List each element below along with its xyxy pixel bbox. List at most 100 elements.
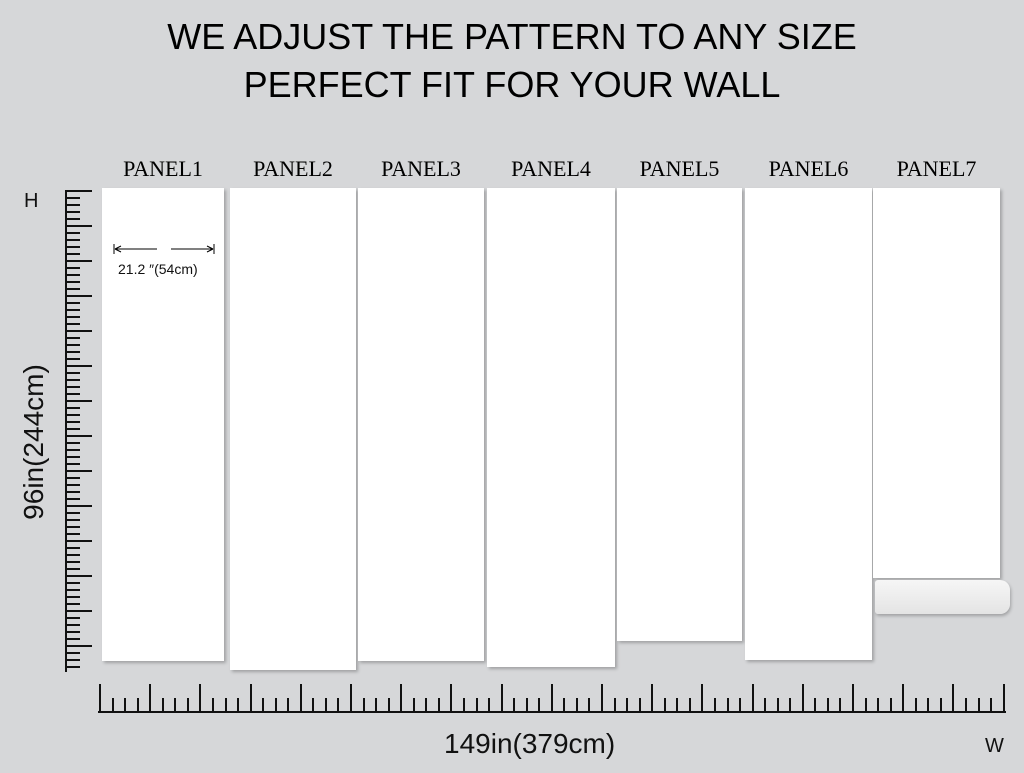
ruler-tick (66, 421, 80, 423)
ruler-tick (701, 684, 704, 712)
ruler-tick (902, 684, 905, 712)
ruler-tick (66, 225, 92, 227)
ruler-tick (462, 698, 465, 712)
ruler-tick (124, 698, 127, 712)
ruler-tick (66, 246, 80, 248)
ruler-tick (66, 267, 80, 269)
ruler-tick (66, 379, 80, 381)
ruler-tick (66, 589, 80, 591)
ruler-tick (914, 698, 917, 712)
ruler-tick (488, 698, 491, 712)
ruler-tick (400, 684, 403, 712)
ruler-tick (66, 393, 80, 395)
ruler-tick (237, 698, 240, 712)
ruler-tick (66, 435, 92, 437)
ruler-tick (161, 698, 164, 712)
ruler-tick (66, 575, 92, 577)
ruler-tick (826, 698, 829, 712)
ruler-tick (437, 698, 440, 712)
ruler-tick (66, 498, 80, 500)
ruler-tick (66, 491, 80, 493)
ruler-tick (66, 463, 80, 465)
ruler-tick (66, 218, 80, 220)
ruler-tick (713, 698, 716, 712)
ruler-tick (66, 547, 80, 549)
ruler-tick (66, 456, 80, 458)
ruler-tick (66, 351, 80, 353)
width-letter: W (985, 735, 1004, 757)
wallpaper-panel (102, 188, 224, 661)
ruler-tick (776, 698, 779, 712)
ruler-tick (550, 684, 553, 712)
ruler-tick (626, 698, 629, 712)
ruler-tick (174, 698, 177, 712)
ruler-tick (739, 698, 742, 712)
ruler-tick (66, 442, 80, 444)
ruler-tick (525, 698, 528, 712)
wallpaper-panel (230, 188, 356, 670)
ruler-tick (66, 239, 80, 241)
ruler-tick (66, 330, 92, 332)
ruler-tick (66, 337, 80, 339)
ruler-tick (751, 684, 754, 712)
panel-label: PANEL4 (511, 156, 591, 181)
panel-width-label: 21.2 ″(54cm) (118, 261, 198, 277)
ruler-tick (66, 449, 80, 451)
ruler-tick (66, 281, 80, 283)
ruler-tick (136, 698, 139, 712)
ruler-tick (601, 684, 603, 712)
ruler-tick (66, 645, 92, 647)
ruler-tick (350, 684, 352, 712)
ruler-tick (66, 603, 80, 605)
ruler-tick (839, 698, 842, 712)
ruler-tick (98, 711, 1006, 713)
ruler-tick (66, 533, 80, 535)
ruler-tick (66, 512, 80, 514)
ruler-tick (638, 698, 641, 712)
ruler-tick (538, 698, 541, 712)
ruler-tick (964, 698, 967, 712)
ruler-tick (66, 582, 80, 584)
ruler-tick (66, 526, 80, 528)
ruler-tick (66, 190, 92, 192)
ruler-tick (211, 698, 214, 712)
ruler-tick (66, 197, 80, 199)
ruler-tick (199, 684, 202, 712)
ruler-tick (588, 698, 591, 712)
ruler-tick (66, 232, 80, 234)
height-label: 96in(244cm) (18, 364, 49, 520)
ruler-tick (66, 666, 80, 668)
ruler-tick (66, 288, 80, 290)
ruler-tick (375, 698, 378, 712)
ruler-tick (66, 568, 80, 570)
ruler-tick (224, 698, 227, 712)
ruler-tick (262, 698, 265, 712)
ruler-tick (66, 631, 80, 633)
ruler-tick (66, 302, 80, 304)
ruler-tick (789, 698, 792, 712)
ruler-tick (864, 698, 867, 712)
ruler-tick (952, 684, 955, 712)
ruler-tick (814, 698, 817, 712)
ruler-tick (927, 698, 930, 712)
ruler-tick (287, 698, 290, 712)
ruler-tick (99, 684, 101, 712)
ruler-tick (66, 253, 80, 255)
ruler-tick (65, 190, 67, 672)
panel-label: PANEL7 (896, 156, 977, 181)
ruler-tick (66, 610, 92, 612)
ruler-tick (66, 561, 80, 563)
ruler-tick (66, 295, 92, 297)
ruler-tick (425, 698, 428, 712)
wallpaper-panel (617, 188, 742, 641)
ruler-tick (66, 519, 80, 521)
ruler-tick (66, 596, 80, 598)
ruler-tick (111, 698, 114, 712)
panel-label: PANEL1 (123, 156, 203, 181)
ruler-tick (66, 400, 92, 402)
ruler-tick (66, 428, 80, 430)
ruler-tick (66, 344, 80, 346)
ruler-tick (66, 484, 80, 486)
ruler-tick (387, 698, 390, 712)
ruler-tick (66, 316, 80, 318)
